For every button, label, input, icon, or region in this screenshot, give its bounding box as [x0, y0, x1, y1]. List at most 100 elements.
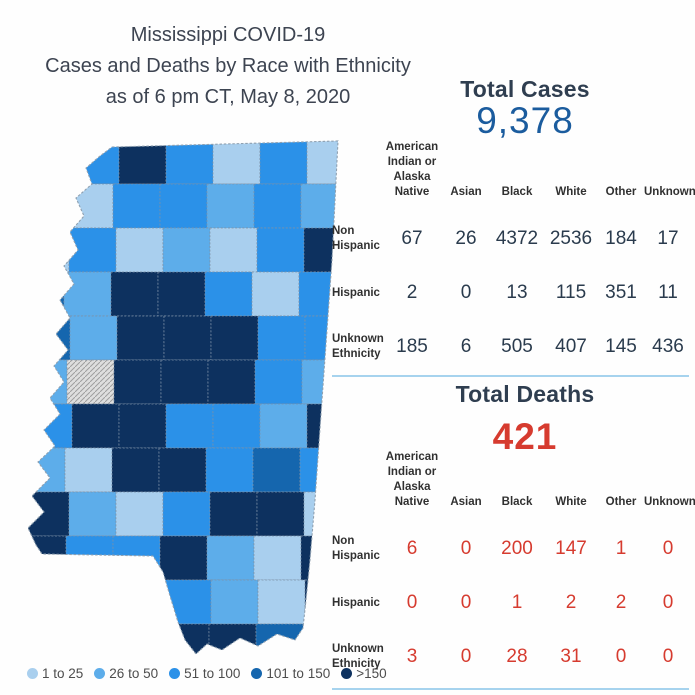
county-shape[interactable] [208, 623, 257, 667]
cell-value: 351 [605, 282, 637, 303]
county-shape[interactable] [69, 579, 118, 625]
county-shape[interactable] [64, 447, 113, 493]
cell-value: 1 [511, 592, 523, 613]
county-shape[interactable] [112, 183, 161, 229]
county-shape[interactable] [111, 447, 160, 493]
cell-value: 0 [460, 592, 472, 613]
county-shape[interactable] [158, 447, 207, 493]
county-shape[interactable] [212, 403, 261, 449]
column-header: Asian [450, 186, 482, 198]
county-shape[interactable] [25, 447, 66, 493]
legend-label: 51 to 100 [184, 666, 241, 681]
legend-color-dot [251, 668, 263, 679]
county-shape[interactable] [25, 535, 67, 581]
county-shape[interactable] [209, 227, 258, 273]
county-shape[interactable] [116, 315, 165, 361]
cell-value: 4372 [495, 228, 539, 249]
county-shape[interactable] [25, 227, 70, 273]
county-shape[interactable] [25, 183, 67, 229]
county-shape[interactable] [25, 140, 73, 185]
county-shape[interactable] [25, 359, 68, 405]
cell-value: 147 [555, 538, 587, 559]
county-shape[interactable] [25, 491, 70, 537]
county-shape[interactable] [68, 227, 117, 273]
column-header: Other [605, 496, 637, 508]
county-shape[interactable] [25, 579, 71, 625]
county-shape[interactable] [165, 140, 214, 185]
cell-value: 200 [501, 538, 533, 559]
county-shape[interactable] [256, 227, 305, 273]
county-shape[interactable] [115, 491, 164, 537]
county-shape[interactable] [162, 227, 211, 273]
county-shape[interactable] [69, 315, 118, 361]
row-label: Unknown Ethnicity [332, 643, 384, 670]
county-shape[interactable] [300, 183, 345, 229]
county-shape[interactable] [118, 140, 167, 185]
county-shape[interactable] [163, 579, 212, 625]
county-shape[interactable] [25, 315, 71, 361]
county-shape[interactable] [210, 315, 259, 361]
cell-value: 0 [460, 538, 472, 559]
county-shape[interactable] [209, 491, 258, 537]
county-shape[interactable] [256, 491, 305, 537]
county-shape[interactable] [115, 227, 164, 273]
county-shape[interactable] [253, 183, 302, 229]
county-shape[interactable] [162, 491, 211, 537]
county-shape[interactable] [257, 579, 306, 625]
county-shape[interactable] [161, 623, 210, 667]
county-shape[interactable] [159, 535, 208, 581]
county-shape[interactable] [160, 359, 209, 405]
county-shape[interactable] [71, 403, 120, 449]
county-shape[interactable] [212, 140, 261, 185]
cell-value: 2536 [549, 228, 593, 249]
total-cases-heading: Total Cases [460, 76, 590, 102]
county-shape[interactable] [257, 315, 306, 361]
county-shape[interactable] [259, 140, 308, 185]
county-shape[interactable] [114, 623, 163, 667]
county-shape[interactable] [116, 579, 165, 625]
column-header: White [555, 186, 587, 198]
county-shape[interactable] [303, 227, 345, 273]
cell-value: 436 [652, 336, 684, 357]
county-shape[interactable] [259, 403, 308, 449]
county-shape[interactable] [204, 271, 253, 317]
county-shape[interactable] [63, 271, 112, 317]
county-shape[interactable] [67, 623, 116, 667]
county-shape[interactable] [25, 623, 69, 667]
county-shape[interactable] [66, 359, 115, 405]
county-shape[interactable] [163, 315, 212, 361]
legend-item: 1 to 25 [27, 666, 83, 681]
county-shape[interactable] [165, 403, 214, 449]
county-shape[interactable] [112, 535, 161, 581]
county-shape[interactable] [255, 623, 304, 667]
county-shape[interactable] [65, 183, 114, 229]
county-shape[interactable] [206, 535, 255, 581]
cell-value: 185 [396, 336, 428, 357]
county-shape[interactable] [205, 447, 254, 493]
page-title: Mississippi COVID-19 Cases and Deaths by… [2, 20, 454, 113]
county-shape[interactable] [253, 535, 302, 581]
cell-value: 407 [555, 336, 587, 357]
county-shape[interactable] [306, 140, 345, 185]
row-label: Non Hispanic [332, 535, 380, 562]
county-shape[interactable] [254, 359, 303, 405]
county-shape[interactable] [118, 403, 167, 449]
county-shape[interactable] [206, 183, 255, 229]
county-shape[interactable] [207, 359, 256, 405]
cell-value: 3 [406, 646, 418, 667]
county-shape[interactable] [25, 403, 73, 449]
county-shape[interactable] [210, 579, 259, 625]
county-shape[interactable] [252, 447, 301, 493]
county-shape[interactable] [157, 271, 206, 317]
county-shape[interactable] [306, 403, 345, 449]
county-shape[interactable] [65, 535, 114, 581]
column-header: American Indian or Alaska Native [385, 141, 439, 198]
cell-value: 0 [615, 646, 627, 667]
county-shape[interactable] [159, 183, 208, 229]
county-shape[interactable] [110, 271, 159, 317]
column-header: Asian [450, 496, 482, 508]
county-shape[interactable] [113, 359, 162, 405]
county-shape[interactable] [68, 491, 117, 537]
county-shape[interactable] [25, 271, 65, 317]
county-shape[interactable] [251, 271, 300, 317]
